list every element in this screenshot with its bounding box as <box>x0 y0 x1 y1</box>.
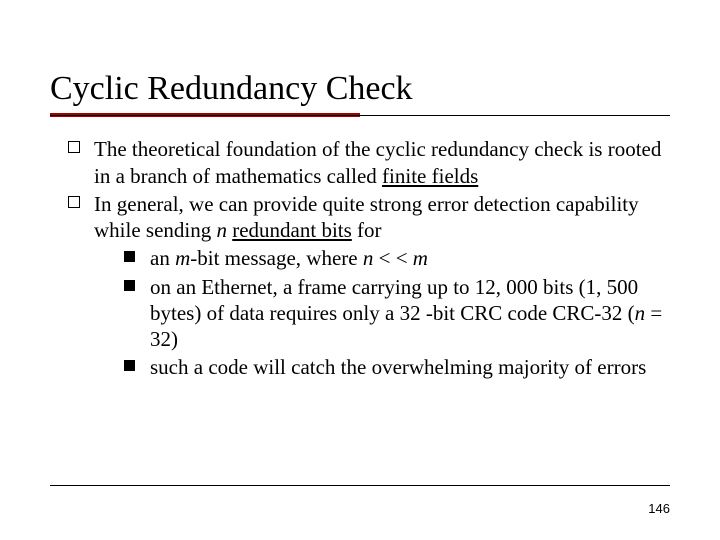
bullet-text: for <box>352 218 382 242</box>
sub-bullet-list: an m-bit message, where n < < m on an Et… <box>94 245 670 380</box>
underlined-term: redundant bits <box>232 218 352 242</box>
bullet-item: The theoretical foundation of the cyclic… <box>68 136 670 189</box>
sub-text: on an Ethernet, a frame carrying up to 1… <box>150 275 638 325</box>
underlined-term: finite fields <box>382 164 478 188</box>
sub-bullet-item: on an Ethernet, a frame carrying up to 1… <box>124 274 670 353</box>
sub-text: -bit message, where <box>190 246 363 270</box>
bullet-text: The theoretical foundation of the cyclic… <box>94 137 661 187</box>
bullet-item: In general, we can provide quite strong … <box>68 191 670 381</box>
italic-var: n <box>216 218 227 242</box>
sub-bullet-item: such a code will catch the overwhelming … <box>124 354 670 380</box>
italic-var: m <box>413 246 428 270</box>
content-area: The theoretical foundation of the cyclic… <box>50 136 670 380</box>
sub-text: < < <box>373 246 412 270</box>
italic-var: m <box>175 246 190 270</box>
slide: Cyclic Redundancy Check The theoretical … <box>0 0 720 540</box>
page-number: 146 <box>648 501 670 516</box>
italic-var: n <box>635 301 646 325</box>
title-rule-group <box>50 113 670 118</box>
sub-text: an <box>150 246 175 270</box>
sub-text: such a code will catch the overwhelming … <box>150 355 646 379</box>
title-underline <box>50 115 670 116</box>
sub-bullet-item: an m-bit message, where n < < m <box>124 245 670 271</box>
footer-rule <box>50 485 670 486</box>
bullet-list: The theoretical foundation of the cyclic… <box>50 136 670 380</box>
italic-var: n <box>363 246 374 270</box>
slide-title: Cyclic Redundancy Check <box>50 70 670 107</box>
